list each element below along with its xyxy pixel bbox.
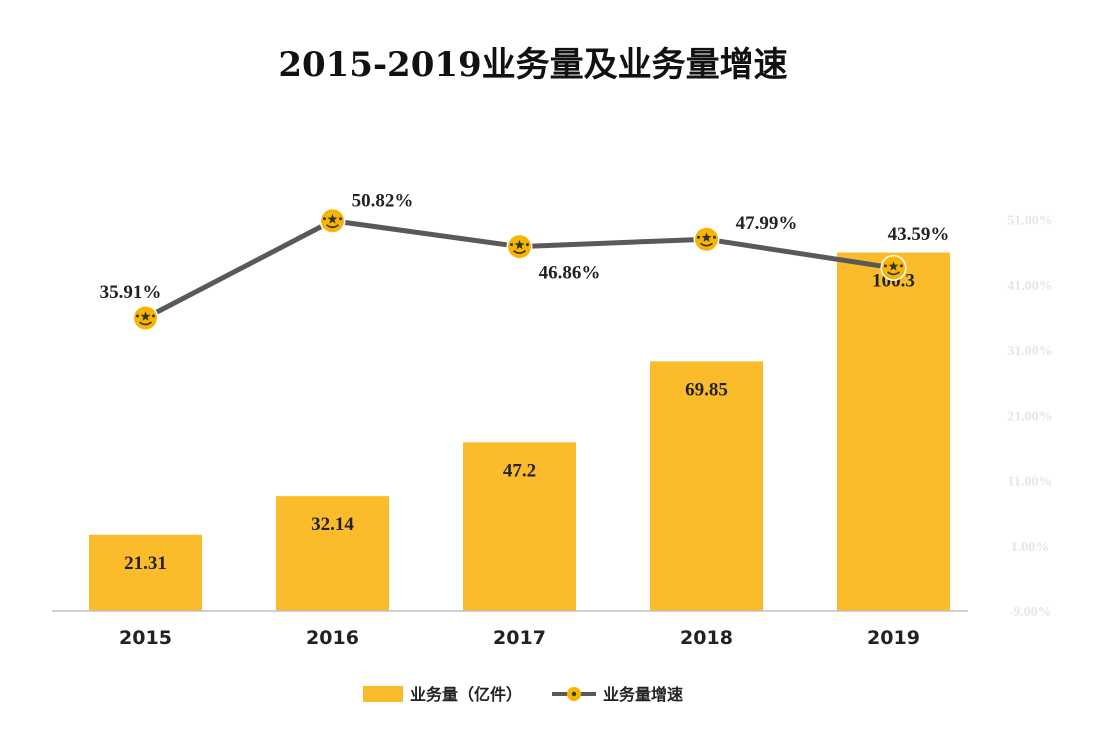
right-axis-tick-label: 31.00% (1007, 344, 1053, 359)
bar-2015 (89, 534, 202, 611)
bar-value-label: 69.85 (685, 379, 728, 400)
x-tick-label: 2019 (867, 627, 920, 649)
line-marker-2018 (693, 226, 720, 253)
right-axis-tick-label: -9.00% (1008, 605, 1051, 620)
bar-2016 (276, 496, 389, 611)
chart-title: 2015-2019业务量及业务量增速 (278, 45, 787, 85)
x-tick-label: 2016 (306, 627, 359, 649)
legend-line-label: 业务量增速 (603, 685, 683, 704)
right-axis-tick-label: 51.00% (1007, 214, 1053, 229)
bar-2019 (837, 252, 950, 612)
legend-bar-label: 业务量（亿件） (410, 685, 522, 704)
line-marker-2015 (132, 305, 159, 332)
bar-value-label: 21.31 (124, 553, 167, 574)
line-marker-2017 (506, 233, 533, 260)
x-axis-ticks: 2015 2016 2017 2018 2019 (119, 627, 920, 649)
legend-bar-swatch (363, 686, 403, 702)
line-marker-2019 (880, 254, 907, 281)
line-value-label: 47.99% (736, 213, 798, 234)
right-axis-ticks: 51.00% 41.00% 31.00% 21.00% 11.00% 1.00% -9.00… (1007, 214, 1053, 620)
x-tick-label: 2018 (680, 627, 733, 649)
bar-series: 21.31 32.14 47.2 69.85 100.3 (89, 252, 950, 612)
legend-line-marker-dot (571, 691, 577, 697)
x-tick-label: 2017 (493, 627, 546, 649)
right-axis-tick-label: 41.00% (1007, 279, 1053, 294)
line-series: 35.91% 50.82% 46.86% 47.99% 43.59% (100, 191, 950, 332)
line-value-label: 43.59% (888, 224, 950, 245)
bar-2017 (463, 442, 576, 611)
bar-2018 (650, 361, 763, 611)
x-tick-label: 2015 (119, 627, 172, 649)
right-axis-tick-label: 11.00% (1008, 475, 1053, 490)
bar-value-label: 32.14 (311, 514, 354, 535)
right-axis-tick-label: 1.00% (1011, 540, 1050, 555)
line-value-label: 35.91% (100, 282, 162, 303)
right-axis-tick-label: 21.00% (1007, 409, 1053, 424)
bar-value-label: 100.3 (872, 271, 915, 292)
line-marker-2016 (319, 207, 346, 234)
line-value-label: 50.82% (352, 191, 414, 212)
legend: 业务量（亿件） 业务量增速 (363, 685, 683, 704)
line-value-label: 46.86% (539, 263, 601, 284)
bar-value-label: 47.2 (503, 460, 536, 481)
